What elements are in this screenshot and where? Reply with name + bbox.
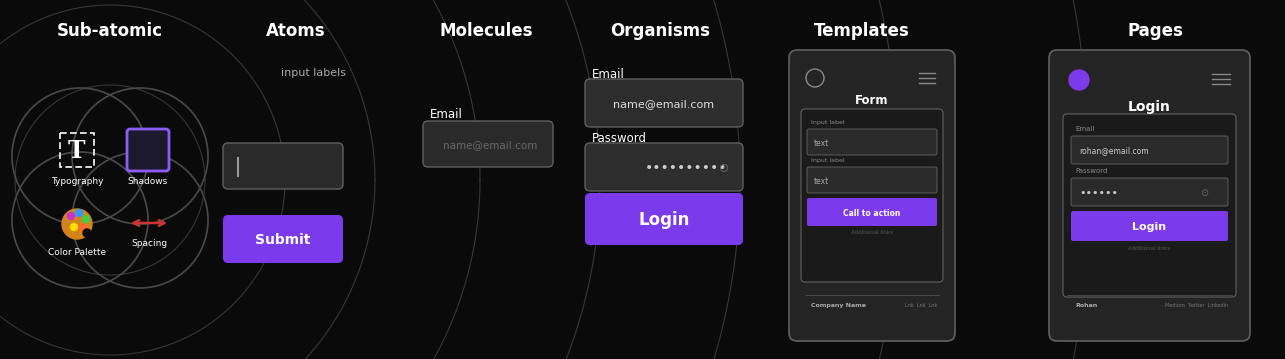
Text: Templates: Templates [815, 22, 910, 40]
Circle shape [84, 229, 91, 237]
Text: Shadows: Shadows [128, 177, 168, 186]
Text: Spacing: Spacing [131, 239, 167, 248]
FancyBboxPatch shape [585, 143, 743, 191]
FancyBboxPatch shape [585, 79, 743, 127]
Text: Medium  Twitter  Linkedin: Medium Twitter Linkedin [1165, 303, 1228, 308]
Text: Input label: Input label [811, 120, 844, 125]
Text: ⊙: ⊙ [718, 162, 730, 174]
Text: Color Palette: Color Palette [48, 248, 107, 257]
Text: T: T [68, 139, 86, 163]
Text: Email: Email [592, 68, 625, 81]
Text: ⊙: ⊙ [1200, 188, 1208, 198]
FancyBboxPatch shape [1063, 114, 1236, 297]
FancyBboxPatch shape [789, 50, 955, 341]
Text: Additional links: Additional links [1128, 246, 1171, 251]
Text: name@email.com: name@email.com [443, 140, 537, 150]
Circle shape [82, 215, 90, 223]
Text: rohan@email.com: rohan@email.com [1079, 146, 1149, 155]
Text: Additional links: Additional links [851, 230, 893, 235]
Text: Company Name: Company Name [811, 303, 866, 308]
Text: Password: Password [1076, 168, 1108, 174]
Text: Rohan: Rohan [1076, 303, 1097, 308]
Text: Email: Email [430, 108, 463, 121]
Text: Molecules: Molecules [439, 22, 533, 40]
Circle shape [71, 224, 77, 230]
FancyBboxPatch shape [224, 143, 343, 189]
Circle shape [1069, 70, 1088, 90]
Text: Login: Login [639, 211, 690, 229]
Text: Typography: Typography [50, 177, 103, 186]
Text: Atoms: Atoms [266, 22, 326, 40]
FancyBboxPatch shape [224, 215, 343, 263]
Text: Lnk  Lnk  Lnk: Lnk Lnk Lnk [905, 303, 937, 308]
FancyBboxPatch shape [423, 121, 553, 167]
Circle shape [62, 209, 93, 239]
Text: Call to action: Call to action [843, 209, 901, 218]
Text: name@email.com: name@email.com [613, 99, 714, 109]
Text: Submit: Submit [256, 233, 311, 247]
Text: text: text [813, 139, 829, 148]
Text: Password: Password [592, 132, 648, 145]
Text: Email: Email [1076, 126, 1095, 132]
FancyBboxPatch shape [1070, 136, 1228, 164]
FancyBboxPatch shape [1049, 50, 1250, 341]
Text: Login: Login [1132, 222, 1167, 232]
Text: text: text [813, 177, 829, 186]
FancyBboxPatch shape [807, 129, 937, 155]
FancyBboxPatch shape [801, 109, 943, 282]
Text: input labels: input labels [281, 68, 346, 78]
Text: Pages: Pages [1127, 22, 1183, 40]
FancyBboxPatch shape [807, 198, 937, 226]
Text: Sub-atomic: Sub-atomic [57, 22, 163, 40]
FancyBboxPatch shape [807, 167, 937, 193]
Text: Organisms: Organisms [610, 22, 711, 40]
Text: ••••••••••: •••••••••• [645, 161, 727, 175]
Circle shape [76, 210, 82, 216]
FancyBboxPatch shape [585, 193, 743, 245]
Text: ••••••: •••••• [1079, 188, 1118, 198]
Text: Input label: Input label [811, 158, 844, 163]
Text: Form: Form [856, 94, 889, 107]
Circle shape [80, 224, 86, 232]
Text: Login: Login [1128, 100, 1171, 114]
FancyBboxPatch shape [1070, 211, 1228, 241]
Circle shape [68, 213, 75, 219]
FancyBboxPatch shape [1070, 178, 1228, 206]
FancyBboxPatch shape [127, 129, 170, 171]
